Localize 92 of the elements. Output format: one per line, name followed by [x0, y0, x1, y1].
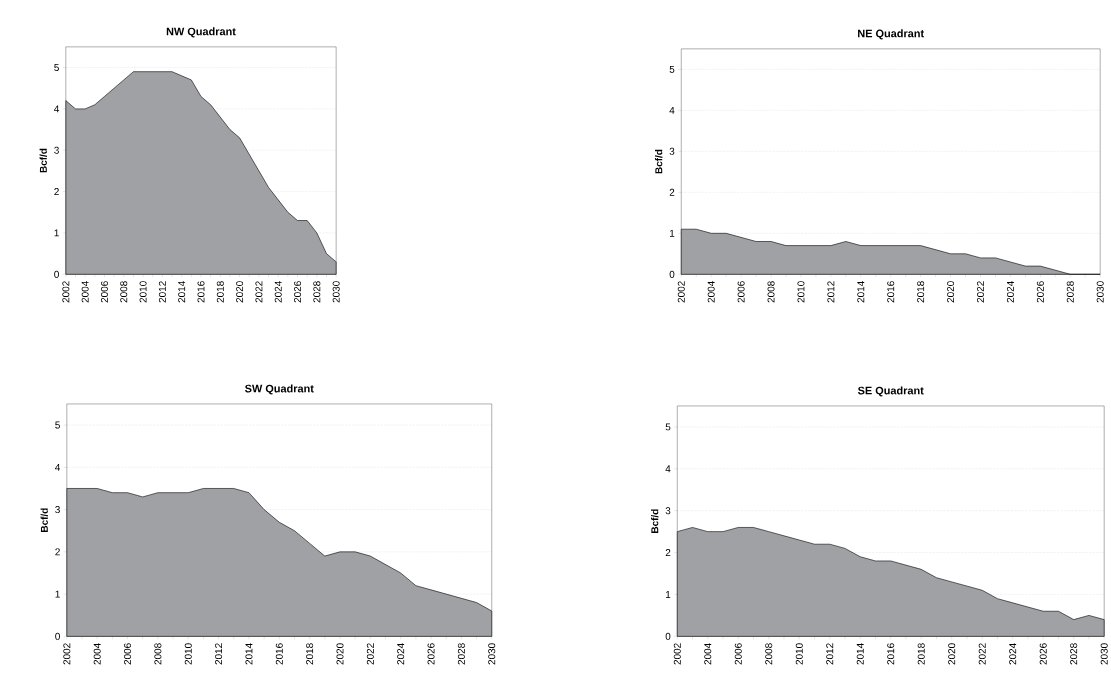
- x-tick-label: 2024: [397, 643, 405, 665]
- x-tick-label: 2008: [120, 281, 128, 303]
- chart-title: SW Quadrant: [244, 384, 314, 395]
- x-tick-label: 2016: [887, 281, 895, 303]
- x-tick-label: 2008: [765, 643, 773, 665]
- x-tick-label: 2024: [1006, 280, 1014, 303]
- y-tick-label: 4: [54, 105, 60, 113]
- y-tick-label: 0: [669, 270, 675, 278]
- y-axis-title: Bcf/d: [651, 509, 659, 533]
- y-tick-label: 1: [666, 590, 671, 598]
- x-tick-label: 2028: [457, 643, 465, 665]
- x-tick-label: 2030: [1100, 643, 1108, 665]
- x-tick-label: 2006: [124, 643, 132, 665]
- x-tick-label: 2002: [63, 643, 71, 665]
- y-tick-label: 3: [55, 505, 60, 513]
- x-tick-label: 2018: [917, 281, 925, 303]
- x-tick-label: 2010: [797, 281, 805, 303]
- x-tick-label: 2012: [158, 281, 166, 303]
- y-tick-label: 3: [54, 146, 59, 154]
- y-axis-title: Bcf/d: [39, 148, 47, 173]
- x-tick-label: 2022: [978, 643, 986, 665]
- x-tick-label: 2024: [1009, 643, 1017, 665]
- x-tick-label: 2022: [976, 281, 985, 303]
- x-tick-label: 2020: [948, 643, 956, 665]
- x-tick-label: 2020: [336, 643, 344, 665]
- chart-title: NW Quadrant: [166, 27, 236, 38]
- x-tick-label: 2004: [707, 280, 715, 303]
- x-tick-label: 2012: [215, 643, 223, 665]
- y-tick-label: 3: [669, 147, 675, 155]
- x-tick-label: 2030: [332, 281, 340, 303]
- x-tick-label: 2020: [947, 281, 955, 303]
- y-tick-label: 4: [665, 465, 671, 473]
- y-tick-label: 2: [54, 188, 59, 195]
- x-tick-label: 2004: [704, 643, 712, 665]
- x-tick-label: 2012: [826, 643, 834, 665]
- x-tick-label: 2028: [1070, 643, 1078, 665]
- y-axis-title: Bcf/d: [655, 149, 663, 174]
- x-tick-label: 2018: [216, 281, 224, 303]
- x-tick-label: 2026: [294, 281, 302, 303]
- y-tick-label: 1: [55, 590, 60, 598]
- x-tick-label: 2026: [1036, 281, 1044, 303]
- x-tick-label: 2018: [917, 643, 925, 665]
- x-tick-label: 2012: [827, 281, 835, 303]
- x-tick-label: 2010: [139, 281, 147, 303]
- x-tick-label: 2020: [236, 281, 244, 303]
- x-tick-label: 2002: [673, 643, 681, 665]
- y-tick-label: 4: [669, 106, 675, 114]
- x-tick-label: 2014: [856, 643, 864, 665]
- x-tick-label: 2018: [306, 643, 314, 665]
- x-tick-label: 2016: [197, 281, 205, 303]
- y-tick-label: 4: [55, 463, 61, 471]
- y-tick-label: 2: [665, 549, 671, 556]
- x-tick-label: 2004: [81, 280, 89, 303]
- y-tick-label: 0: [665, 632, 671, 640]
- x-tick-label: 2026: [427, 643, 435, 665]
- x-tick-label: 2016: [887, 643, 895, 665]
- x-tick-label: 2016: [275, 643, 283, 665]
- x-tick-label: 2006: [100, 281, 108, 303]
- y-tick-label: 1: [54, 229, 59, 237]
- chart-title: SE Quadrant: [857, 386, 924, 397]
- x-tick-label: 2022: [366, 643, 374, 665]
- y-tick-label: 0: [55, 632, 60, 640]
- x-tick-label: 2002: [677, 281, 685, 303]
- y-tick-label: 5: [665, 423, 671, 431]
- x-tick-label: 2026: [1039, 643, 1047, 665]
- x-tick-label: 2014: [178, 280, 186, 303]
- x-tick-label: 2022: [255, 281, 263, 303]
- x-tick-label: 2008: [154, 643, 162, 665]
- x-tick-label: 2010: [795, 643, 803, 665]
- y-tick-label: 5: [669, 65, 675, 73]
- x-tick-label: 2028: [1066, 281, 1074, 303]
- x-tick-label: 2028: [313, 281, 321, 303]
- x-tick-label: 2002: [62, 281, 70, 303]
- x-tick-label: 2030: [488, 643, 496, 665]
- x-tick-label: 2024: [274, 280, 282, 303]
- x-tick-label: 2010: [184, 643, 192, 665]
- x-tick-label: 2014: [857, 280, 865, 303]
- y-tick-label: 2: [669, 188, 675, 196]
- y-tick-label: 1: [669, 229, 675, 237]
- y-axis-title: Bcf/d: [40, 508, 48, 532]
- y-tick-label: 3: [665, 507, 671, 515]
- y-tick-label: 5: [54, 63, 59, 71]
- y-tick-label: 5: [55, 421, 60, 429]
- x-tick-label: 2004: [93, 643, 101, 665]
- y-tick-label: 2: [55, 548, 60, 556]
- chart-title: NE Quadrant: [858, 29, 924, 40]
- x-tick-label: 2006: [737, 281, 745, 303]
- x-tick-label: 2030: [1096, 281, 1104, 303]
- x-tick-label: 2006: [734, 643, 742, 665]
- y-tick-label: 0: [54, 270, 59, 278]
- x-tick-label: 2014: [245, 643, 253, 665]
- x-tick-label: 2008: [767, 281, 775, 303]
